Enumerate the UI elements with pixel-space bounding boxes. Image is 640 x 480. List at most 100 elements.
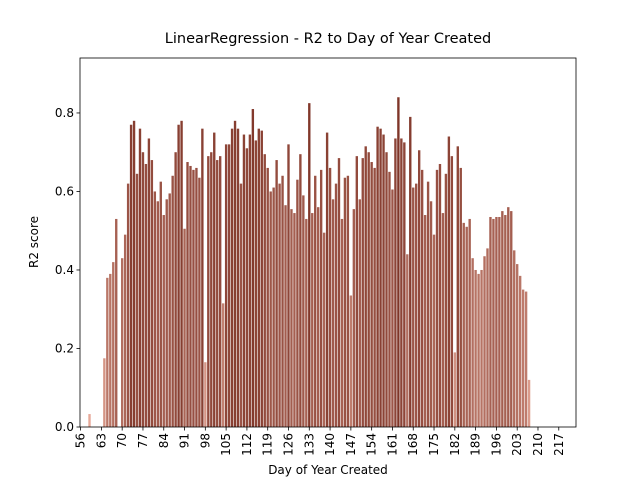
bar: [379, 128, 382, 427]
x-tick-label: 203: [510, 433, 524, 456]
x-axis-label: Day of Year Created: [268, 463, 388, 477]
bar: [153, 191, 157, 427]
bar: [201, 128, 204, 427]
bar: [132, 120, 136, 428]
bar: [278, 183, 281, 427]
x-tick-label: 119: [261, 433, 275, 456]
bar: [186, 162, 189, 427]
bar: [115, 218, 118, 427]
bar: [168, 193, 171, 427]
bar: [245, 148, 249, 427]
bar: [417, 150, 421, 427]
bar: [103, 358, 106, 427]
bar: [501, 211, 504, 427]
bar: [147, 138, 151, 428]
bar: [412, 187, 415, 427]
chart-title: LinearRegression - R2 to Day of Year Cre…: [165, 31, 491, 47]
bar: [233, 120, 237, 428]
x-tick-label: 217: [552, 433, 566, 456]
x-tick-label: 196: [489, 433, 503, 456]
bar: [299, 154, 302, 427]
bar: [284, 205, 287, 427]
y-tick-label: 0.4: [55, 263, 74, 277]
bar: [88, 414, 91, 427]
x-tick-label: 56: [74, 433, 88, 448]
bar: [518, 275, 522, 427]
bar: [213, 132, 216, 427]
bar: [447, 136, 451, 428]
bar: [263, 154, 266, 427]
x-tick-label: 133: [302, 433, 316, 456]
bar: [177, 124, 180, 427]
bar: [432, 234, 436, 427]
x-tick-label: 182: [448, 433, 462, 456]
bar: [486, 248, 489, 427]
x-tick-label: 112: [240, 433, 254, 456]
bar: [415, 183, 418, 427]
bar: [516, 264, 519, 427]
x-tick-label: 147: [344, 433, 358, 456]
x-tick-label: 168: [406, 433, 420, 456]
bar: [382, 134, 385, 428]
bar: [403, 142, 406, 428]
bar: [394, 138, 397, 428]
bar: [400, 138, 403, 428]
bar: [370, 162, 373, 427]
bar: [355, 156, 358, 427]
bar: [224, 144, 228, 428]
bar: [331, 199, 335, 427]
bar: [287, 144, 290, 428]
bar: [325, 132, 329, 427]
bar: [272, 187, 275, 427]
x-tick-label: 140: [323, 433, 337, 456]
bar: [236, 128, 240, 427]
bar: [524, 291, 528, 427]
bar: [221, 303, 225, 427]
bar: [239, 183, 243, 427]
bar: [230, 128, 234, 427]
bar: [527, 379, 531, 427]
bar: [444, 173, 448, 427]
bar: [195, 167, 198, 427]
bar: [420, 169, 424, 427]
bar: [364, 146, 367, 427]
y-tick-label: 0.2: [55, 341, 74, 355]
bar: [275, 160, 278, 427]
bar: [474, 269, 477, 427]
bar: [334, 183, 338, 427]
x-tick-label: 175: [427, 433, 441, 456]
bar: [423, 215, 427, 427]
x-tick-label: 63: [94, 433, 108, 448]
bar: [406, 254, 409, 427]
bar: [251, 109, 255, 427]
bar: [492, 218, 495, 427]
x-tick-label: 105: [219, 433, 233, 456]
bar: [477, 273, 480, 427]
y-tick-label: 0.0: [55, 420, 74, 434]
bar: [438, 163, 442, 427]
bar: [126, 183, 130, 427]
bar: [480, 269, 483, 427]
plot-frame: [79, 57, 577, 428]
bar: [106, 277, 109, 427]
bar: [218, 156, 222, 427]
bar: [141, 152, 145, 427]
bar: [510, 211, 513, 427]
bar: [210, 152, 213, 427]
x-tick-label: 126: [281, 433, 295, 456]
bar: [507, 207, 510, 427]
bar: [135, 173, 139, 427]
bar: [311, 213, 314, 427]
bar: [343, 177, 347, 427]
bar: [248, 134, 252, 428]
bar: [198, 177, 201, 427]
bar: [385, 152, 388, 427]
bar: [242, 134, 246, 428]
bar: [144, 163, 148, 427]
bar: [162, 215, 165, 427]
bar: [349, 295, 353, 427]
bar: [192, 169, 195, 427]
bar: [305, 218, 308, 427]
bar: [376, 126, 379, 427]
